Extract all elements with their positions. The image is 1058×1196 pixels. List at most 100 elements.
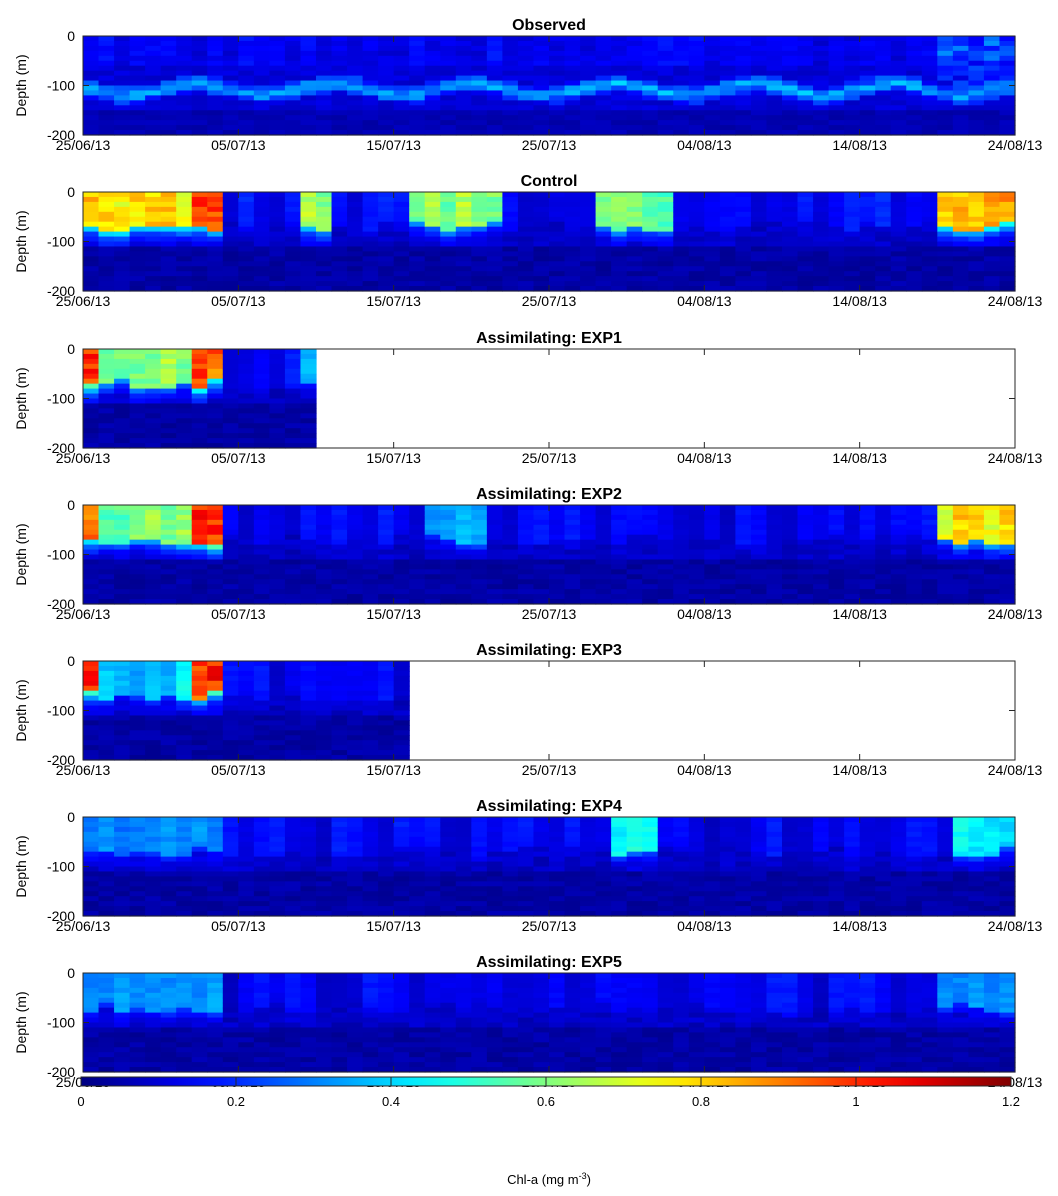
- heatmap-cell: [890, 196, 907, 203]
- heatmap-cell: [300, 866, 317, 873]
- heatmap-cell: [207, 670, 224, 677]
- heatmap-cell: [968, 589, 985, 595]
- heatmap-cell: [968, 559, 985, 565]
- heatmap-cell: [580, 90, 597, 96]
- heatmap-cell: [238, 276, 255, 282]
- heatmap-cell: [875, 40, 892, 47]
- heatmap-cell: [937, 524, 954, 531]
- heatmap-cell: [611, 105, 628, 111]
- heatmap-cell: [890, 206, 907, 213]
- heatmap-cell: [114, 125, 131, 131]
- heatmap-cell: [83, 534, 100, 541]
- heatmap-cell: [952, 544, 969, 551]
- heatmap-cell: [362, 846, 379, 853]
- heatmap-cell: [502, 261, 519, 267]
- heatmap-cell: [331, 206, 348, 213]
- heatmap-cell: [253, 896, 270, 902]
- heatmap-cell: [316, 871, 333, 877]
- heatmap-cell: [347, 685, 364, 692]
- heatmap-cell: [626, 559, 643, 565]
- heatmap-cell: [813, 579, 830, 585]
- heatmap-cell: [316, 851, 333, 858]
- heatmap-cell: [890, 75, 907, 82]
- heatmap-cell: [316, 110, 333, 116]
- heatmap-cell: [642, 100, 659, 106]
- heatmap-cell: [782, 539, 799, 546]
- heatmap-cell: [98, 231, 115, 238]
- heatmap-cell: [98, 60, 115, 67]
- heatmap-cell: [191, 817, 208, 823]
- heatmap-cell: [642, 599, 659, 605]
- heatmap-cell: [114, 675, 131, 682]
- heatmap-cell: [440, 901, 457, 907]
- heatmap-cell: [300, 755, 317, 761]
- heatmap-cell: [580, 554, 597, 561]
- heatmap-cell: [471, 251, 488, 257]
- heatmap-cell: [378, 514, 395, 521]
- heatmap-cell: [238, 393, 255, 400]
- heatmap-cell: [564, 589, 581, 595]
- heatmap-cell: [160, 192, 177, 198]
- heatmap-cell: [347, 817, 364, 823]
- heatmap-cell: [719, 246, 736, 252]
- heatmap-cell: [626, 529, 643, 536]
- heatmap-cell: [533, 276, 550, 282]
- heatmap-cell: [968, 251, 985, 257]
- heatmap-cell: [207, 216, 224, 223]
- heatmap-cell: [564, 115, 581, 121]
- heatmap-cell: [145, 544, 162, 551]
- x-tick-label: 14/08/13: [832, 137, 887, 153]
- heatmap-cell: [626, 70, 643, 77]
- heatmap-cell: [114, 428, 131, 434]
- heatmap-cell: [766, 196, 783, 203]
- heatmap-cell: [362, 246, 379, 252]
- heatmap-cell: [766, 105, 783, 111]
- heatmap-cell: [83, 125, 100, 131]
- heatmap-cell: [719, 524, 736, 531]
- heatmap-cell: [968, 569, 985, 575]
- heatmap-cell: [160, 690, 177, 697]
- y-axis-label: Depth (m): [13, 679, 29, 741]
- heatmap-cell: [875, 524, 892, 531]
- heatmap-cell: [673, 574, 690, 580]
- heatmap-cell: [269, 241, 286, 248]
- x-tick-label: 24/08/13: [988, 293, 1043, 309]
- heatmap-cell: [129, 428, 146, 434]
- heatmap-cell: [300, 211, 317, 218]
- heatmap-cell: [207, 368, 224, 375]
- heatmap-cell: [316, 236, 333, 243]
- heatmap-cell: [533, 286, 550, 292]
- heatmap-cell: [455, 569, 472, 575]
- heatmap-cell: [409, 216, 426, 223]
- heatmap-cell: [129, 271, 146, 277]
- heatmap-cell: [486, 206, 503, 213]
- heatmap-cell: [98, 715, 115, 721]
- heatmap-cell: [207, 861, 224, 868]
- heatmap-cell: [98, 105, 115, 111]
- heatmap-cell: [145, 398, 162, 405]
- heatmap-cell: [564, 241, 581, 248]
- heatmap-cell: [719, 85, 736, 92]
- heatmap-cell: [999, 529, 1016, 536]
- heatmap-cell: [114, 559, 131, 565]
- heatmap-cell: [766, 45, 783, 52]
- heatmap-cell: [735, 594, 752, 600]
- heatmap-cell: [316, 286, 333, 292]
- heatmap-cell: [98, 861, 115, 868]
- heatmap-cell: [409, 584, 426, 590]
- heatmap-cell: [160, 100, 177, 106]
- heatmap-cell: [937, 100, 954, 106]
- heatmap-cell: [222, 675, 239, 682]
- heatmap-cell: [766, 569, 783, 575]
- heatmap-cell: [549, 231, 566, 238]
- heatmap-cell: [347, 45, 364, 52]
- heatmap-cell: [129, 50, 146, 57]
- heatmap-cell: [844, 286, 861, 292]
- heatmap-cell: [766, 589, 783, 595]
- heatmap-cell: [238, 226, 255, 233]
- heatmap-cell: [284, 539, 302, 546]
- heatmap-cell: [331, 100, 348, 106]
- heatmap-cell: [222, 241, 239, 248]
- heatmap-cell: [83, 192, 100, 198]
- x-tick-label: 24/08/13: [988, 606, 1043, 622]
